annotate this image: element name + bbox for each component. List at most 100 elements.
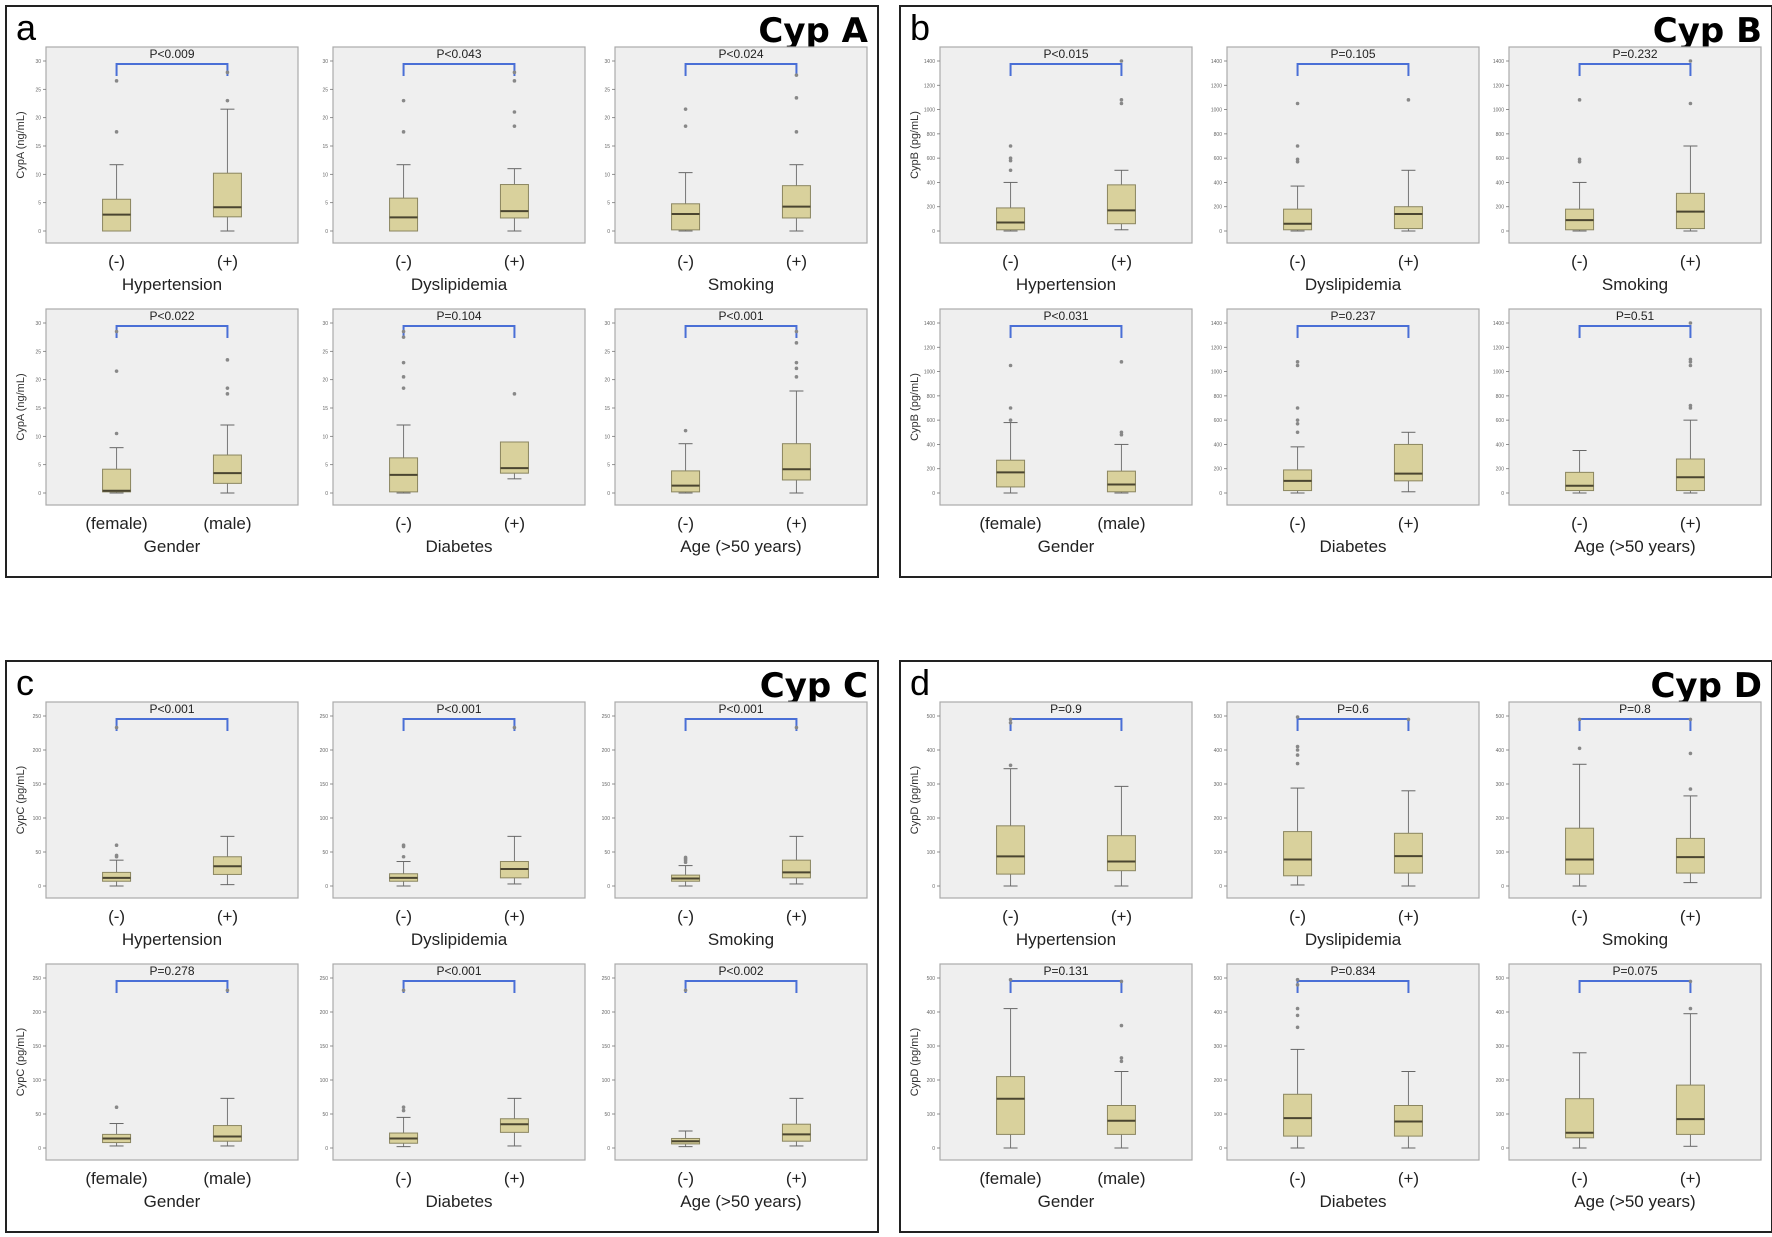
outlier-point: [1688, 1006, 1693, 1011]
p-value: P<0.001: [718, 309, 763, 323]
panel-a: a Cyp A 0 5 10 15 20 25 30 CypA (ng/mL) P<0.009 (-)…: [5, 5, 879, 578]
outlier-point: [1577, 157, 1582, 162]
outlier-point: [1688, 787, 1693, 791]
box-0: [1283, 360, 1313, 494]
outlier-point: [401, 843, 406, 847]
y-tick-label: 500: [1214, 976, 1223, 982]
category-label: (+): [217, 252, 238, 271]
y-tick-label: 30: [35, 321, 41, 327]
outlier-point: [794, 360, 799, 365]
y-tick-label: 200: [33, 1010, 42, 1016]
box-0: [996, 977, 1026, 1149]
outlier-point: [401, 988, 406, 993]
y-tick-label: 1200: [1211, 345, 1222, 351]
box-0: [996, 144, 1026, 232]
y-tick-label: 250: [33, 976, 42, 982]
outlier-point: [794, 366, 799, 371]
y-tick-label: 30: [604, 321, 610, 327]
category-label: (female): [85, 1169, 147, 1188]
subplot-smoking: 0 200 400 600 800 1000 1200 1400 P=0.232 (-) (+) Sm…: [1493, 46, 1762, 294]
y-tick-label: 800: [1496, 132, 1505, 138]
outlier-point: [512, 124, 517, 128]
outlier-point: [794, 96, 799, 100]
panel-title: Cyp C: [760, 666, 868, 706]
category-label: (-): [677, 252, 694, 271]
y-tick-label: 5: [38, 201, 41, 207]
category-label: (+): [1398, 252, 1419, 271]
y-tick-label: 0: [325, 1146, 328, 1152]
plot-area: [1226, 308, 1480, 506]
y-tick-label: 50: [35, 850, 41, 856]
group-label: Gender: [144, 537, 201, 556]
p-value: P<0.015: [1043, 47, 1088, 61]
box-1: [781, 725, 811, 885]
outlier-point: [401, 130, 406, 134]
y-tick-label: 300: [1496, 1044, 1505, 1050]
y-tick-label: 300: [1214, 1044, 1223, 1050]
category-label: (+): [786, 1169, 807, 1188]
p-value: P<0.001: [718, 702, 763, 716]
box-1: [1106, 360, 1136, 494]
box-1: [781, 329, 811, 494]
p-value: P=0.278: [149, 964, 194, 978]
outlier-point: [1295, 421, 1300, 426]
group-label: Gender: [144, 1192, 201, 1211]
outlier-point: [401, 375, 406, 379]
outlier-point: [794, 725, 799, 730]
outlier-point: [1008, 168, 1013, 173]
y-tick-label: 300: [927, 782, 936, 788]
significance-bracket: [684, 718, 798, 731]
category-label: (+): [1398, 1169, 1419, 1188]
y-tick-label: 10: [604, 434, 610, 440]
outlier-point: [225, 386, 230, 390]
outlier-point: [1688, 751, 1693, 756]
p-value: P=0.51: [1616, 309, 1655, 323]
outlier-point: [225, 988, 230, 993]
outlier-point: [1688, 101, 1693, 106]
outlier-point: [512, 110, 517, 114]
y-tick-label: 5: [325, 201, 328, 207]
significance-bracket: [115, 718, 229, 731]
outlier-point: [1295, 977, 1300, 982]
iqr-box: [212, 454, 242, 484]
significance-bracket: [115, 63, 229, 76]
p-value: P=0.237: [1330, 309, 1375, 323]
box-1: [1393, 717, 1423, 887]
plot-area: [614, 963, 868, 1161]
y-tick-label: 150: [602, 1044, 611, 1050]
y-tick-label: 400: [927, 180, 936, 186]
outlier-point: [401, 98, 406, 103]
category-label: (-): [395, 252, 412, 271]
y-tick-label: 400: [1496, 442, 1505, 448]
y-tick-label: 200: [1214, 205, 1223, 211]
iqr-box: [1106, 184, 1136, 225]
group-label: Smoking: [708, 930, 774, 949]
box-0: [102, 329, 132, 494]
y-tick-label: 200: [1496, 467, 1505, 473]
subplot-age-years-: 0 50 100 150 200 250 P<0.002 (-) (+) Age (>50 yea…: [602, 963, 868, 1211]
significance-bracket: [684, 980, 798, 993]
box-1: [1675, 321, 1705, 494]
outlier-point: [1295, 1013, 1300, 1018]
box-1: [499, 70, 529, 232]
box-0: [1565, 98, 1595, 232]
y-tick-label: 800: [1214, 394, 1223, 400]
box-0: [671, 107, 701, 232]
group-label: Smoking: [1602, 275, 1668, 294]
category-label: (-): [1289, 907, 1306, 926]
y-tick-label: 0: [1219, 229, 1222, 235]
subplot-hypertension: 0 50 100 150 200 250 CypC (pg/mL) P<0.001 (-) (+)…: [15, 701, 299, 949]
y-tick-label: 5: [607, 201, 610, 207]
group-label: Dyslipidemia: [411, 275, 508, 294]
category-label: (+): [786, 907, 807, 926]
box-1: [499, 725, 529, 885]
plot-area: [1508, 308, 1762, 506]
iqr-box: [996, 459, 1026, 488]
y-tick-label: 25: [35, 349, 41, 355]
box-0: [671, 988, 701, 1148]
group-label: Hypertension: [1016, 930, 1116, 949]
outlier-point: [1688, 321, 1693, 325]
y-axis-label: CypB (pg/mL): [909, 111, 921, 179]
p-value: P=0.075: [1612, 964, 1657, 978]
subplot-age-years-: 0 200 400 600 800 1000 1200 1400 P=0.51 (-) (+) Age…: [1493, 308, 1762, 556]
